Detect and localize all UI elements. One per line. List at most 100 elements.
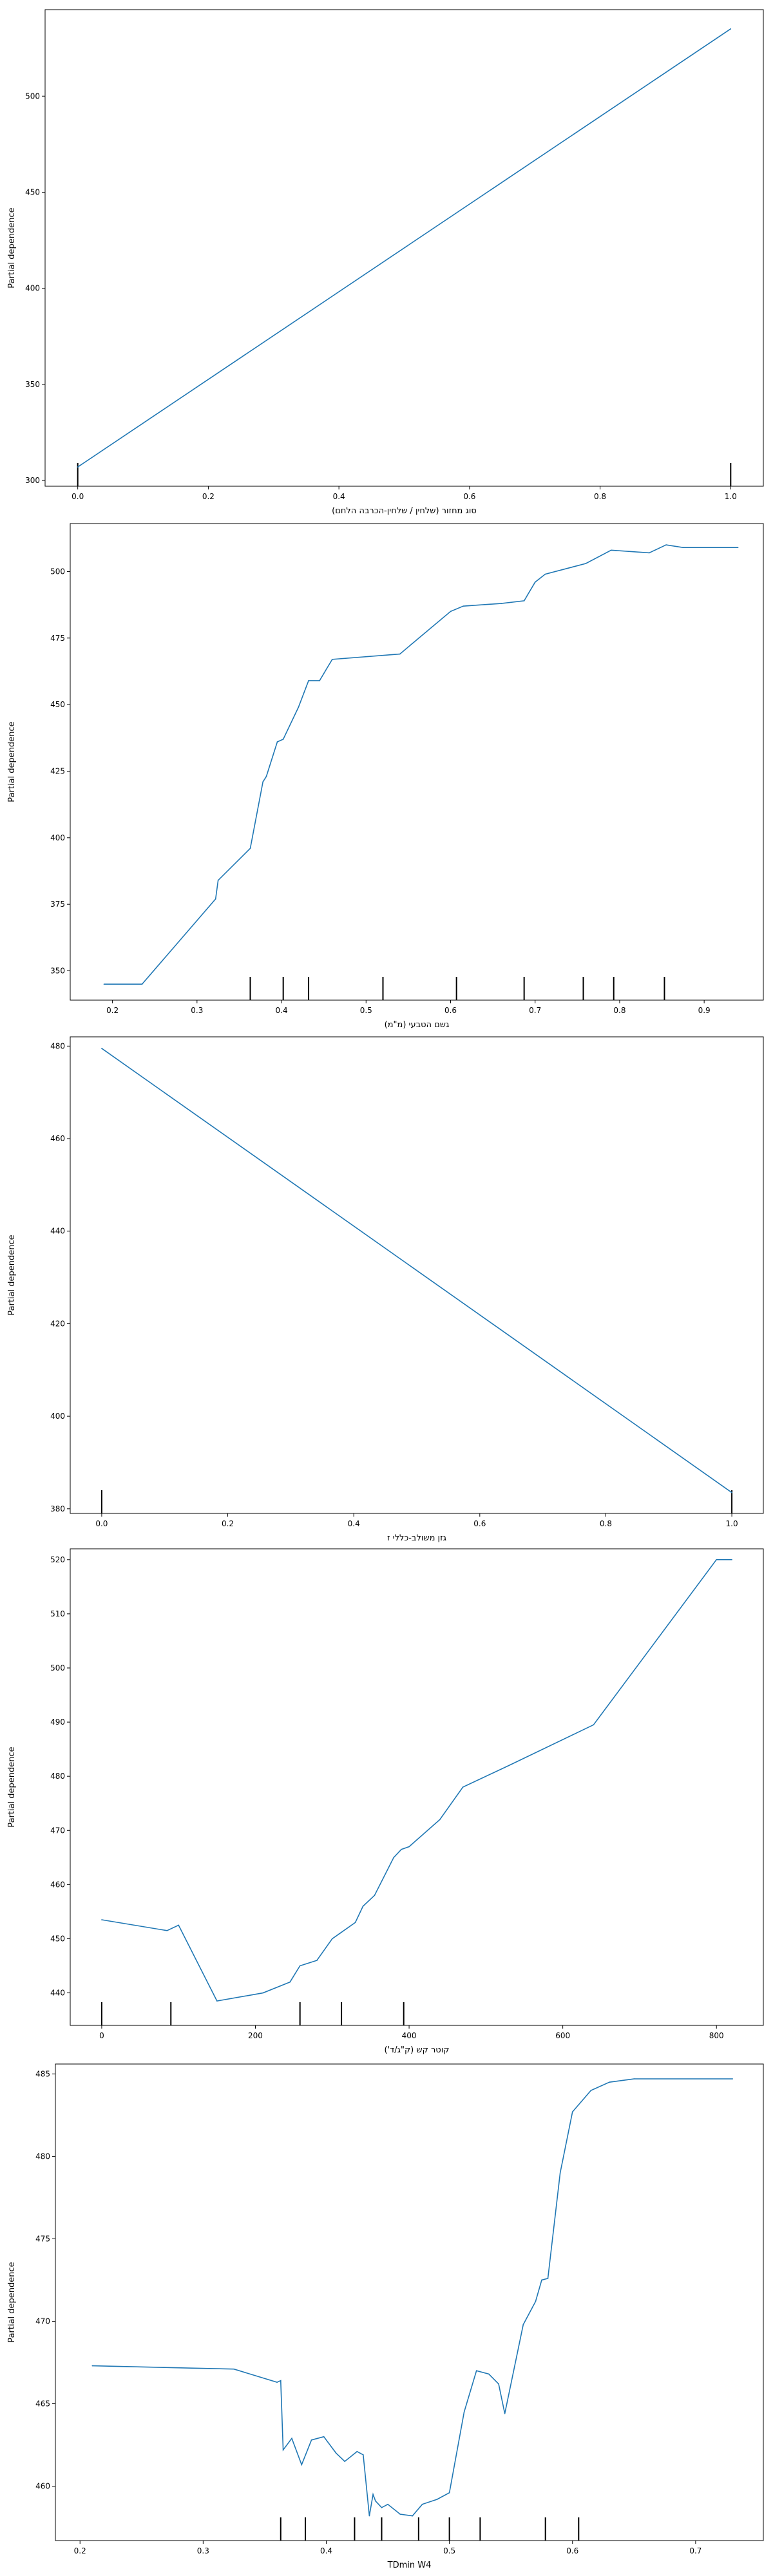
chart-5-data-point-8 [323,2436,325,2438]
chart-3-y-tick-label-1: 400 [50,1412,65,1421]
chart-2-data-point-24 [682,547,684,549]
chart-2-data-point-1 [141,983,143,985]
chart-2-x-tick-label-1: 0.3 [191,1006,203,1015]
chart-5-x-tick-label-3: 0.5 [443,2546,455,2555]
chart-3-x-axis-label: גזן משולב-כללי ז [387,1533,446,1543]
chart-2-data-point-22 [649,552,650,554]
chart-5-data-point-0 [91,2365,93,2367]
chart-3-y-tick-label-4: 460 [50,1134,65,1143]
chart-2-x-tick-label-3: 0.5 [360,1006,372,1015]
chart-4-y-tick-label-4: 480 [50,1772,65,1781]
chart-5-x-tick-label-2: 0.4 [320,2546,332,2555]
chart-4-data-point-3 [216,2000,218,2002]
chart-4-data-point-8 [331,1938,333,1940]
chart-5-data-point-27 [504,2413,506,2414]
chart-3-x-tick-label-0: 0.0 [95,1519,108,1528]
chart-5-data-point-21 [436,2499,438,2500]
chart-4-data-point-12 [374,1895,376,1896]
chart-5-y-tick-label-0: 460 [35,2482,50,2491]
chart-1-x-tick-label-3: 0.6 [463,492,475,501]
chart-3-x-tick-label-1: 0.2 [222,1519,234,1528]
chart-5-data-point-37 [732,2078,734,2079]
chart-3-y-tick-label-3: 440 [50,1227,65,1236]
chart-2-y-tick-label-0: 350 [50,967,65,976]
chart-5-data-point-9 [335,2452,337,2454]
chart-1-data-point-1 [730,28,732,30]
chart-2-axes-frame [70,523,764,1001]
chart-4-y-tick-label-3: 470 [50,1826,65,1835]
chart-3-y-axis-label: Partial dependence [7,1235,17,1315]
chart-2-data-point-20 [585,563,587,564]
chart-1-y-axis-label: Partial dependence [7,207,17,288]
chart-3-y-tick-label-5: 480 [50,1041,65,1050]
chart-3-data-point-0 [101,1048,102,1049]
chart-2-y-tick-label-2: 400 [50,833,65,842]
chart-5-data-point-28 [522,2324,524,2325]
chart-2-y-tick-label-3: 425 [50,766,65,775]
chart-2-y-tick-label-1: 375 [50,900,65,909]
chart-3-pd-line [101,1048,732,1493]
chart-4-data-point-11 [362,1906,364,1907]
chart-4-x-tick-label-2: 400 [402,2031,417,2040]
chart-4-data-point-17 [462,1786,464,1788]
chart-5-data-point-31 [547,2278,549,2279]
chart-2-y-tick-label-6: 500 [50,567,65,576]
chart-4-y-tick-label-5: 490 [50,1718,65,1727]
chart-4-data-point-9 [339,1933,341,1934]
chart-5-data-point-36 [633,2078,635,2079]
chart-4-data-point-0 [101,1919,102,1920]
chart-1-x-axis-label: סוג מחזור (שלחין / שלחין-הכרבה הלחם) [332,506,477,516]
chart-2-data-point-16 [501,603,502,604]
chart-3-y-tick-label-0: 380 [50,1504,65,1513]
chart-5-y-tick-label-4: 480 [35,2152,50,2161]
chart-5-data-point-6 [301,2464,303,2466]
chart-5-data-point-32 [559,2172,561,2174]
chart-2-data-point-15 [463,605,464,607]
chart-4-x-tick-label-3: 600 [555,2031,570,2040]
chart-3-x-tick-label-5: 1.0 [726,1519,738,1528]
chart-5-data-point-14 [372,2494,374,2496]
chart-2-data-point-3 [217,880,219,881]
chart-3-x-tick-label-3: 0.6 [473,1519,486,1528]
chart-2: 0.2 0.3 0.4 0.5 0.6 0.7 0.8 0.9 350 375 400 425 450 4… [7,523,764,1030]
chart-2-data-point-25 [737,547,739,549]
chart-1-pd-line [77,28,731,468]
chart-3: 0.0 0.2 0.4 0.6 0.8 1.0 380 400 420 440 460 480 גזן … [7,1036,764,1543]
chart-5-data-point-12 [363,2454,364,2456]
chart-2-x-tick-label-6: 0.8 [613,1006,625,1015]
chart-5-data-point-23 [463,2411,465,2413]
chart-3-axes-frame [70,1036,764,1514]
chart-5-data-point-22 [448,2492,450,2494]
chart-2-x-tick-label-4: 0.6 [444,1006,457,1015]
chart-5-data-point-19 [412,2515,414,2517]
chart-4: 0 200 400 600 800 440 450 460 470 480 490 500 510 520… [7,1548,764,2055]
chart-4-data-point-10 [354,1922,356,1924]
chart-5-data-point-5 [291,2438,292,2439]
chart-4-data-point-18 [508,1765,510,1766]
chart-2-data-point-11 [319,680,320,681]
chart-4-x-tick-label-4: 800 [709,2031,724,2040]
chart-1-x-tick-label-5: 1.0 [725,492,737,501]
chart-4-data-point-20 [716,1559,718,1560]
chart-5-x-tick-label-5: 0.7 [689,2546,701,2555]
chart-2-data-point-2 [215,898,216,900]
chart-4-y-tick-label-6: 500 [50,1663,65,1672]
chart-2-x-tick-label-2: 0.4 [276,1006,288,1015]
chart-2-data-point-6 [265,775,267,777]
chart-5-y-tick-label-2: 470 [35,2316,50,2325]
chart-4-data-point-14 [401,1848,402,1850]
chart-5-x-tick-label-1: 0.3 [197,2546,209,2555]
chart-2-data-point-10 [308,680,309,681]
chart-3-x-tick-label-4: 0.8 [600,1519,612,1528]
chart-4-data-point-15 [408,1846,410,1848]
chart-2-data-point-23 [665,544,667,545]
chart-4-data-point-19 [593,1724,595,1726]
chart-1-y-tick-label-2: 400 [25,284,40,293]
chart-5-data-point-33 [571,2111,573,2113]
chart-2-data-point-7 [276,741,278,743]
chart-2-data-point-8 [282,739,284,740]
chart-1-x-tick-label-1: 0.2 [202,492,215,501]
chart-4-y-tick-label-8: 520 [50,1555,65,1564]
chart-1-y-tick-label-0: 300 [25,476,40,485]
chart-4-axes-frame [70,1548,764,2026]
